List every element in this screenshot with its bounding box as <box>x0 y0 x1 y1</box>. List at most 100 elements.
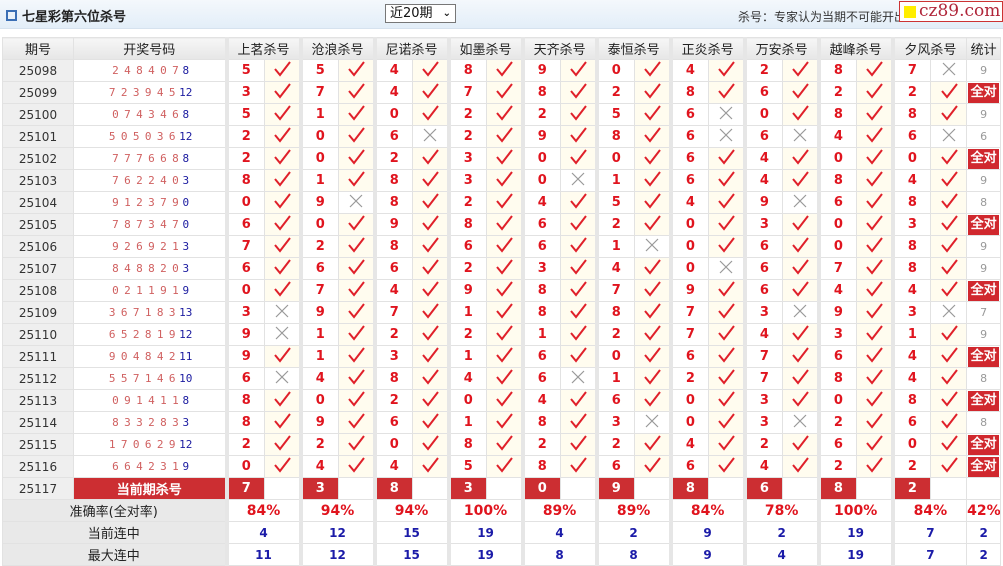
draw-blue-number: 3 <box>182 174 190 187</box>
hit-cell <box>338 235 376 258</box>
check-icon <box>422 303 439 319</box>
check-icon <box>347 61 365 77</box>
current-streak-row-value: 4 <box>224 521 302 544</box>
draw-number: 1 <box>108 438 116 451</box>
site-logo[interactable]: cz89.com <box>899 1 1003 22</box>
cross-icon <box>942 304 956 318</box>
check-icon <box>940 347 958 363</box>
draw-number: 2 <box>168 350 176 363</box>
check-icon <box>792 347 809 363</box>
check-icon <box>866 127 883 143</box>
draw-number: 7 <box>160 196 167 209</box>
table-row: 25102 7 7 7 6 6 8 8 2 0 2 3 0 0 6 4 0 0 全对 <box>2 147 1002 170</box>
kill-number-cell: 8 <box>594 125 636 148</box>
miss-cell <box>560 367 598 390</box>
period-range-select[interactable]: 近20期 ⌄ <box>385 4 456 23</box>
max-streak-row-label: 最大连中 <box>2 543 227 566</box>
kill-number-cell: 7 <box>372 301 414 324</box>
kill-number-cell: 6 <box>668 125 710 148</box>
hit-cell <box>782 147 820 170</box>
hit-cell <box>634 103 672 126</box>
kill-number-cell: 6 <box>668 455 710 478</box>
kill-number-cell: 2 <box>594 433 636 456</box>
stat-cell: 全对 <box>966 389 1002 412</box>
page-title: 七星彩第六位杀号 <box>6 6 126 25</box>
table-row: 25098 2 4 8 4 0 7 8 5 5 4 8 9 0 4 2 8 7 9 <box>2 59 1002 82</box>
hit-cell <box>708 235 746 258</box>
kill-number-cell: 4 <box>372 81 414 104</box>
kill-number-cell: 6 <box>372 257 414 280</box>
current-empty-cell <box>486 477 524 500</box>
current-streak-row-label: 当前连中 <box>2 521 227 544</box>
check-icon <box>940 193 958 209</box>
check-icon <box>496 127 513 143</box>
kill-number-cell: 2 <box>298 433 340 456</box>
kill-number-cell: 6 <box>520 213 562 236</box>
draw-number: 7 <box>172 218 179 231</box>
hit-cell <box>486 279 524 302</box>
kill-number-cell: 9 <box>372 213 414 236</box>
kill-number-cell: 1 <box>298 345 340 368</box>
hit-cell <box>560 59 598 82</box>
draw-number: 9 <box>112 196 119 209</box>
miss-cell <box>708 257 746 280</box>
kill-number-cell: 8 <box>372 235 414 258</box>
current-kill-number: 3 <box>446 477 488 500</box>
period-cell: 25110 <box>2 323 74 346</box>
kill-number-cell: 0 <box>298 213 340 236</box>
hit-cell <box>338 103 376 126</box>
kill-number-cell: 4 <box>742 455 784 478</box>
check-icon <box>792 369 809 385</box>
kill-number-note: 杀号：专家认为当期不可能开出 <box>738 10 903 24</box>
hit-cell <box>412 147 450 170</box>
kill-number-cell: 2 <box>890 455 932 478</box>
kill-number-cell: 6 <box>446 235 488 258</box>
draw-number: 8 <box>160 416 167 429</box>
accuracy-row-total: 42% <box>966 499 1002 522</box>
check-icon <box>273 149 291 165</box>
check-icon <box>940 435 958 451</box>
stat-cell: 9 <box>966 235 1002 258</box>
check-icon <box>940 149 958 165</box>
check-icon <box>866 369 883 385</box>
hit-cell <box>263 389 302 412</box>
cross-icon <box>275 304 289 318</box>
kill-number-cell: 6 <box>668 169 710 192</box>
draw-number: 2 <box>148 416 155 429</box>
kill-number-cell: 7 <box>816 257 858 280</box>
table-row: 25107 8 4 8 8 2 0 3 6 6 6 2 3 4 0 6 7 8 9 <box>2 257 1002 280</box>
table-row: 25111 9 0 4 8 4 2 11 9 1 3 1 6 0 6 7 6 4 全对 <box>2 345 1002 368</box>
check-icon <box>866 105 883 121</box>
kill-number-cell: 6 <box>224 367 265 390</box>
hit-cell <box>338 389 376 412</box>
kill-number-cell: 7 <box>668 301 710 324</box>
miss-cell <box>338 191 376 214</box>
check-icon <box>792 259 809 275</box>
draw-blue-number: 8 <box>182 64 190 77</box>
draw-number: 9 <box>148 240 155 253</box>
kill-number-cell: 3 <box>594 411 636 434</box>
check-icon <box>347 391 365 407</box>
hit-cell <box>708 367 746 390</box>
draw-number: 2 <box>148 174 155 187</box>
draw-number: 7 <box>112 174 119 187</box>
kill-number-cell: 7 <box>890 59 932 82</box>
kill-number-cell: 2 <box>446 103 488 126</box>
draw-number: 7 <box>124 108 131 121</box>
draw-number: 1 <box>148 284 155 297</box>
hit-cell <box>486 301 524 324</box>
accuracy-row-value: 84% <box>890 499 968 522</box>
draw-number: 4 <box>148 394 155 407</box>
hit-cell <box>263 257 302 280</box>
draw-number: 6 <box>120 306 128 319</box>
check-icon <box>644 149 661 165</box>
kill-number-cell: 1 <box>298 103 340 126</box>
check-icon <box>570 303 587 319</box>
draw-number: 3 <box>172 416 179 429</box>
draw-number: 9 <box>168 328 176 341</box>
hit-cell <box>263 213 302 236</box>
draw-number: 4 <box>148 64 155 77</box>
check-icon <box>496 215 513 231</box>
